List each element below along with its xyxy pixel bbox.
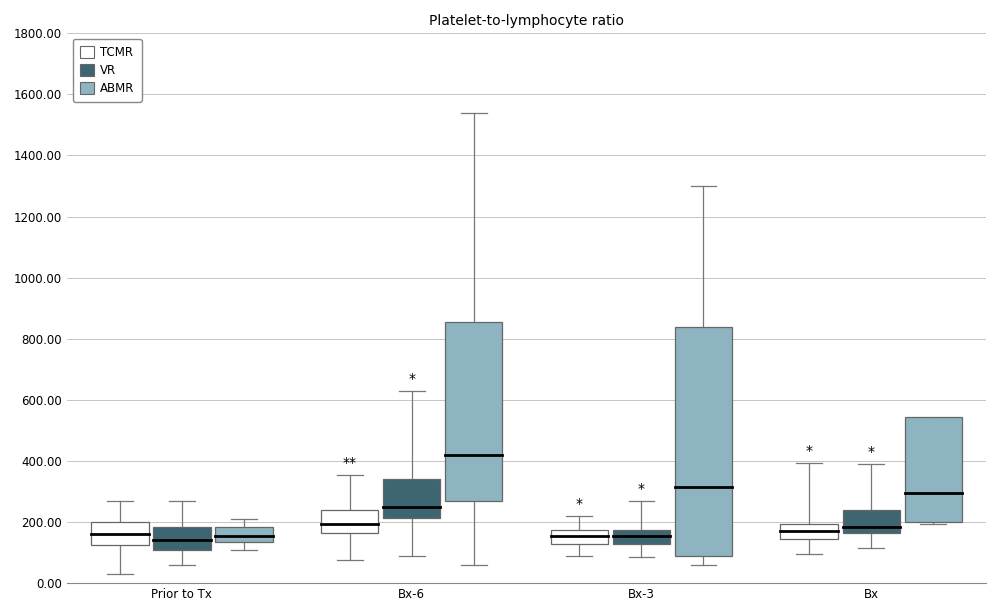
FancyBboxPatch shape bbox=[675, 327, 732, 556]
FancyBboxPatch shape bbox=[321, 510, 378, 533]
Legend: TCMR, VR, ABMR: TCMR, VR, ABMR bbox=[73, 39, 142, 102]
FancyBboxPatch shape bbox=[613, 530, 670, 544]
Title: Platelet-to-lymphocyte ratio: Platelet-to-lymphocyte ratio bbox=[429, 14, 624, 28]
FancyBboxPatch shape bbox=[215, 526, 273, 542]
FancyBboxPatch shape bbox=[383, 479, 440, 518]
FancyBboxPatch shape bbox=[843, 510, 900, 533]
FancyBboxPatch shape bbox=[905, 417, 962, 522]
FancyBboxPatch shape bbox=[445, 322, 502, 501]
FancyBboxPatch shape bbox=[91, 522, 149, 545]
FancyBboxPatch shape bbox=[153, 526, 211, 550]
FancyBboxPatch shape bbox=[780, 523, 838, 539]
Text: *: * bbox=[638, 482, 645, 496]
Text: *: * bbox=[806, 444, 813, 458]
Text: *: * bbox=[576, 498, 583, 512]
FancyBboxPatch shape bbox=[551, 530, 608, 544]
Text: *: * bbox=[408, 372, 415, 386]
Text: **: ** bbox=[343, 456, 357, 470]
Text: *: * bbox=[868, 445, 875, 459]
